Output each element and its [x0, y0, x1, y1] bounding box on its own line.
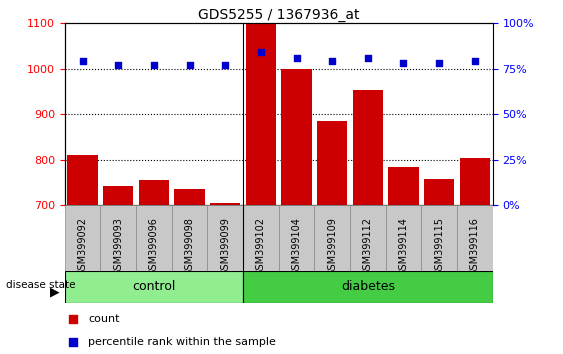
Bar	[279, 205, 314, 289]
Title: GDS5255 / 1367936_at: GDS5255 / 1367936_at	[198, 8, 359, 22]
Point	[328, 58, 337, 64]
Text: disease state: disease state	[6, 280, 75, 290]
Bar	[421, 205, 457, 289]
Text: GSM399098: GSM399098	[185, 217, 195, 276]
Bar	[282, 69, 312, 205]
Point	[352, 245, 361, 251]
Text: GSM399112: GSM399112	[363, 217, 373, 276]
Bar	[243, 205, 279, 289]
Text: count: count	[88, 314, 120, 325]
Bar	[350, 205, 386, 289]
Text: GSM399109: GSM399109	[327, 217, 337, 276]
Text: diabetes: diabetes	[341, 280, 395, 293]
Bar	[68, 155, 98, 205]
Point	[363, 55, 372, 61]
Point	[470, 58, 479, 64]
Bar	[245, 24, 276, 205]
Bar	[207, 205, 243, 289]
Text: GSM399102: GSM399102	[256, 217, 266, 276]
Text: percentile rank within the sample: percentile rank within the sample	[88, 337, 276, 347]
Text: GSM399092: GSM399092	[78, 217, 88, 276]
Bar	[210, 203, 240, 205]
Point	[352, 44, 361, 50]
Text: ▶: ▶	[50, 285, 59, 298]
Text: GSM399104: GSM399104	[292, 217, 302, 276]
Bar	[138, 180, 169, 205]
Bar	[314, 205, 350, 289]
Bar	[243, 271, 493, 303]
Point	[399, 60, 408, 66]
Text: GSM399096: GSM399096	[149, 217, 159, 276]
Bar	[65, 271, 243, 303]
Point	[185, 62, 194, 68]
Bar	[457, 205, 493, 289]
Point	[78, 58, 87, 64]
Bar	[424, 179, 454, 205]
Text: control: control	[132, 280, 176, 293]
Bar	[317, 121, 347, 205]
Point	[221, 62, 230, 68]
Point	[292, 55, 301, 61]
Bar	[172, 205, 207, 289]
Text: GSM399114: GSM399114	[399, 217, 409, 276]
Point	[435, 60, 444, 66]
Bar	[388, 167, 419, 205]
Bar	[136, 205, 172, 289]
Bar	[103, 186, 133, 205]
Text: GSM399093: GSM399093	[113, 217, 123, 276]
Point	[114, 62, 123, 68]
Bar	[352, 90, 383, 205]
Bar	[175, 189, 205, 205]
Text: GSM399116: GSM399116	[470, 217, 480, 276]
Bar	[459, 158, 490, 205]
Text: GSM399115: GSM399115	[434, 217, 444, 276]
Point	[256, 49, 265, 55]
Text: GSM399099: GSM399099	[220, 217, 230, 276]
Point	[149, 62, 158, 68]
Bar	[386, 205, 421, 289]
Bar	[65, 205, 100, 289]
Bar	[100, 205, 136, 289]
